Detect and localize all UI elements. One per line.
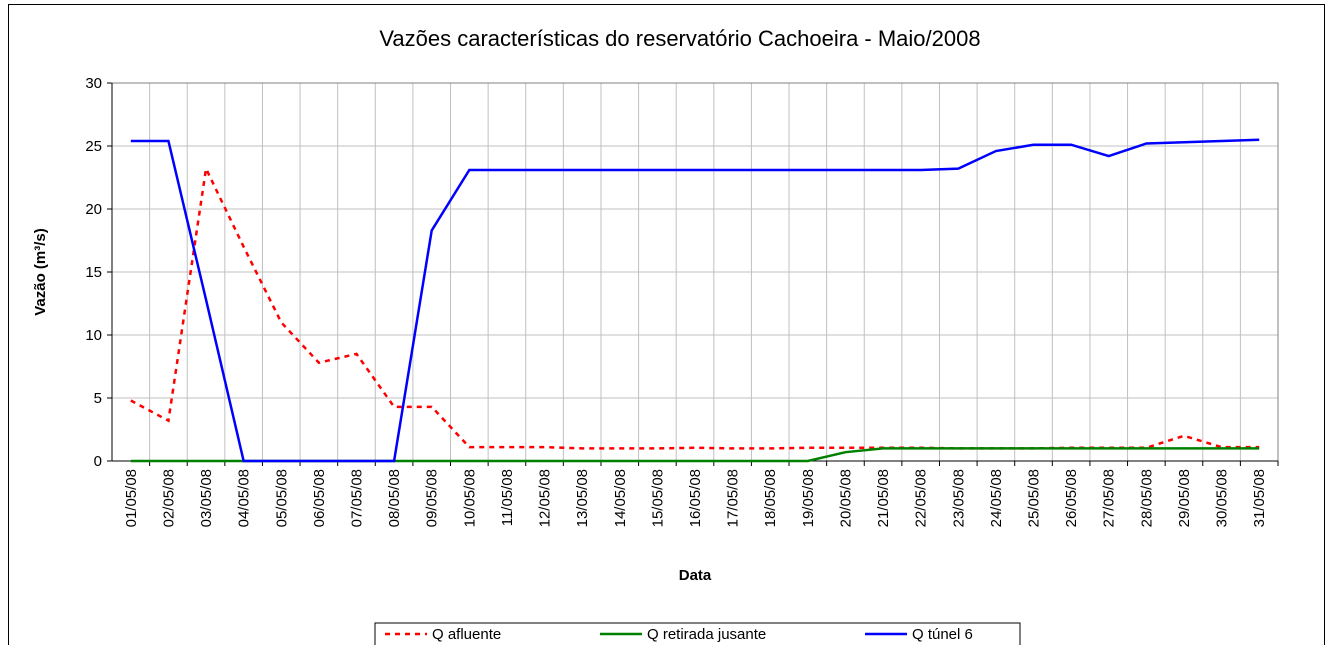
x-tick-label: 13/05/08 <box>574 469 591 527</box>
x-tick-label: 11/05/08 <box>499 469 516 526</box>
x-tick-label: 08/05/08 <box>386 469 403 527</box>
x-tick-label: 29/05/08 <box>1176 469 1193 527</box>
legend-box <box>374 622 1021 645</box>
x-tick-label: 19/05/08 <box>800 469 817 527</box>
x-tick-label: 28/05/08 <box>1138 469 1155 527</box>
x-tick-label: 01/05/08 <box>123 469 140 527</box>
y-tick-label: 30 <box>85 75 102 92</box>
y-tick-label: 25 <box>85 138 102 155</box>
chart-border <box>8 4 1325 645</box>
y-tick-label: 20 <box>85 201 102 218</box>
x-tick-label: 20/05/08 <box>837 469 854 527</box>
x-tick-label: 15/05/08 <box>649 469 666 527</box>
x-tick-label: 23/05/08 <box>950 469 967 527</box>
x-tick-label: 31/05/08 <box>1251 469 1268 527</box>
x-tick-label: 21/05/08 <box>875 469 892 527</box>
x-tick-label: 07/05/08 <box>348 469 365 527</box>
legend-label: Q afluente <box>432 626 501 643</box>
x-tick-label: 04/05/08 <box>236 469 253 527</box>
x-tick-label: 10/05/08 <box>461 469 478 527</box>
x-tick-label: 09/05/08 <box>424 469 441 527</box>
y-tick-label: 5 <box>94 390 102 407</box>
legend-label: Q retirada jusante <box>647 626 766 643</box>
x-axis-label: Data <box>679 567 712 584</box>
chart-title: Vazões características do reservatório C… <box>379 26 980 51</box>
x-tick-label: 30/05/08 <box>1214 469 1231 527</box>
x-tick-label: 27/05/08 <box>1101 469 1118 527</box>
x-tick-label: 22/05/08 <box>913 469 930 527</box>
x-tick-label: 18/05/08 <box>762 469 779 527</box>
y-tick-label: 10 <box>85 327 102 344</box>
x-tick-label: 02/05/08 <box>160 469 177 527</box>
x-tick-label: 24/05/08 <box>988 469 1005 527</box>
legend-label: Q túnel 6 <box>912 626 973 643</box>
y-axis-label: Vazão (m³/s) <box>32 228 49 316</box>
x-tick-label: 17/05/08 <box>725 469 742 527</box>
x-tick-label: 14/05/08 <box>612 469 629 527</box>
x-tick-label: 12/05/08 <box>537 469 554 527</box>
x-tick-label: 26/05/08 <box>1063 469 1080 527</box>
y-tick-label: 15 <box>85 264 102 281</box>
x-tick-label: 03/05/08 <box>198 469 215 527</box>
x-tick-label: 05/05/08 <box>273 469 290 527</box>
series-line <box>130 138 1260 463</box>
x-tick-label: 25/05/08 <box>1026 469 1043 527</box>
y-tick-label: 0 <box>94 453 102 470</box>
x-tick-label: 06/05/08 <box>311 469 328 527</box>
x-tick-label: 16/05/08 <box>687 469 704 527</box>
